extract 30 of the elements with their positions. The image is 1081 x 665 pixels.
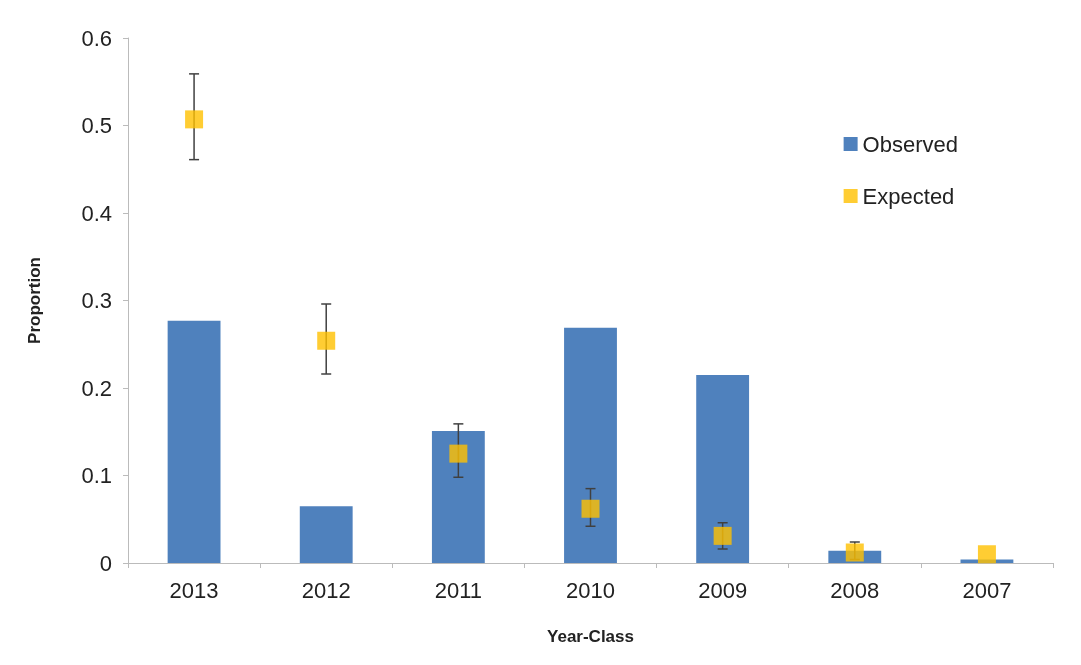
y-tick-label: 0.4 (81, 200, 112, 226)
point (185, 110, 204, 129)
point (845, 543, 864, 562)
x-axis-title: Year-Class (547, 627, 634, 646)
point (977, 545, 996, 564)
bar (431, 430, 485, 563)
x-tick-label: 2008 (830, 577, 880, 603)
y-axis-title: Proportion (25, 257, 44, 344)
y-tick-label: 0.5 (81, 113, 112, 138)
bar (167, 320, 221, 563)
x-tick-label: 2011 (434, 577, 483, 603)
x-tick-label: 2007 (962, 577, 1012, 603)
y-tick-label: 0.1 (81, 463, 112, 488)
legend-label: Observed (862, 131, 959, 157)
bar (564, 327, 617, 563)
point (449, 444, 468, 463)
y-tick-label: 0.2 (81, 375, 112, 401)
bar (299, 506, 353, 563)
y-tick-label: 0.6 (81, 25, 112, 51)
x-tick-label: 2012 (301, 577, 351, 603)
point (713, 526, 732, 545)
point (317, 331, 336, 350)
legend-label: Expected (862, 183, 955, 209)
y-tick-label: 0.3 (81, 288, 112, 313)
point (581, 499, 600, 518)
y-tick-label: 0 (99, 550, 112, 576)
x-tick-label: 2013 (169, 577, 219, 603)
x-tick-label: 2009 (698, 577, 748, 603)
x-tick-label: 2010 (566, 577, 615, 603)
bar (696, 374, 750, 563)
